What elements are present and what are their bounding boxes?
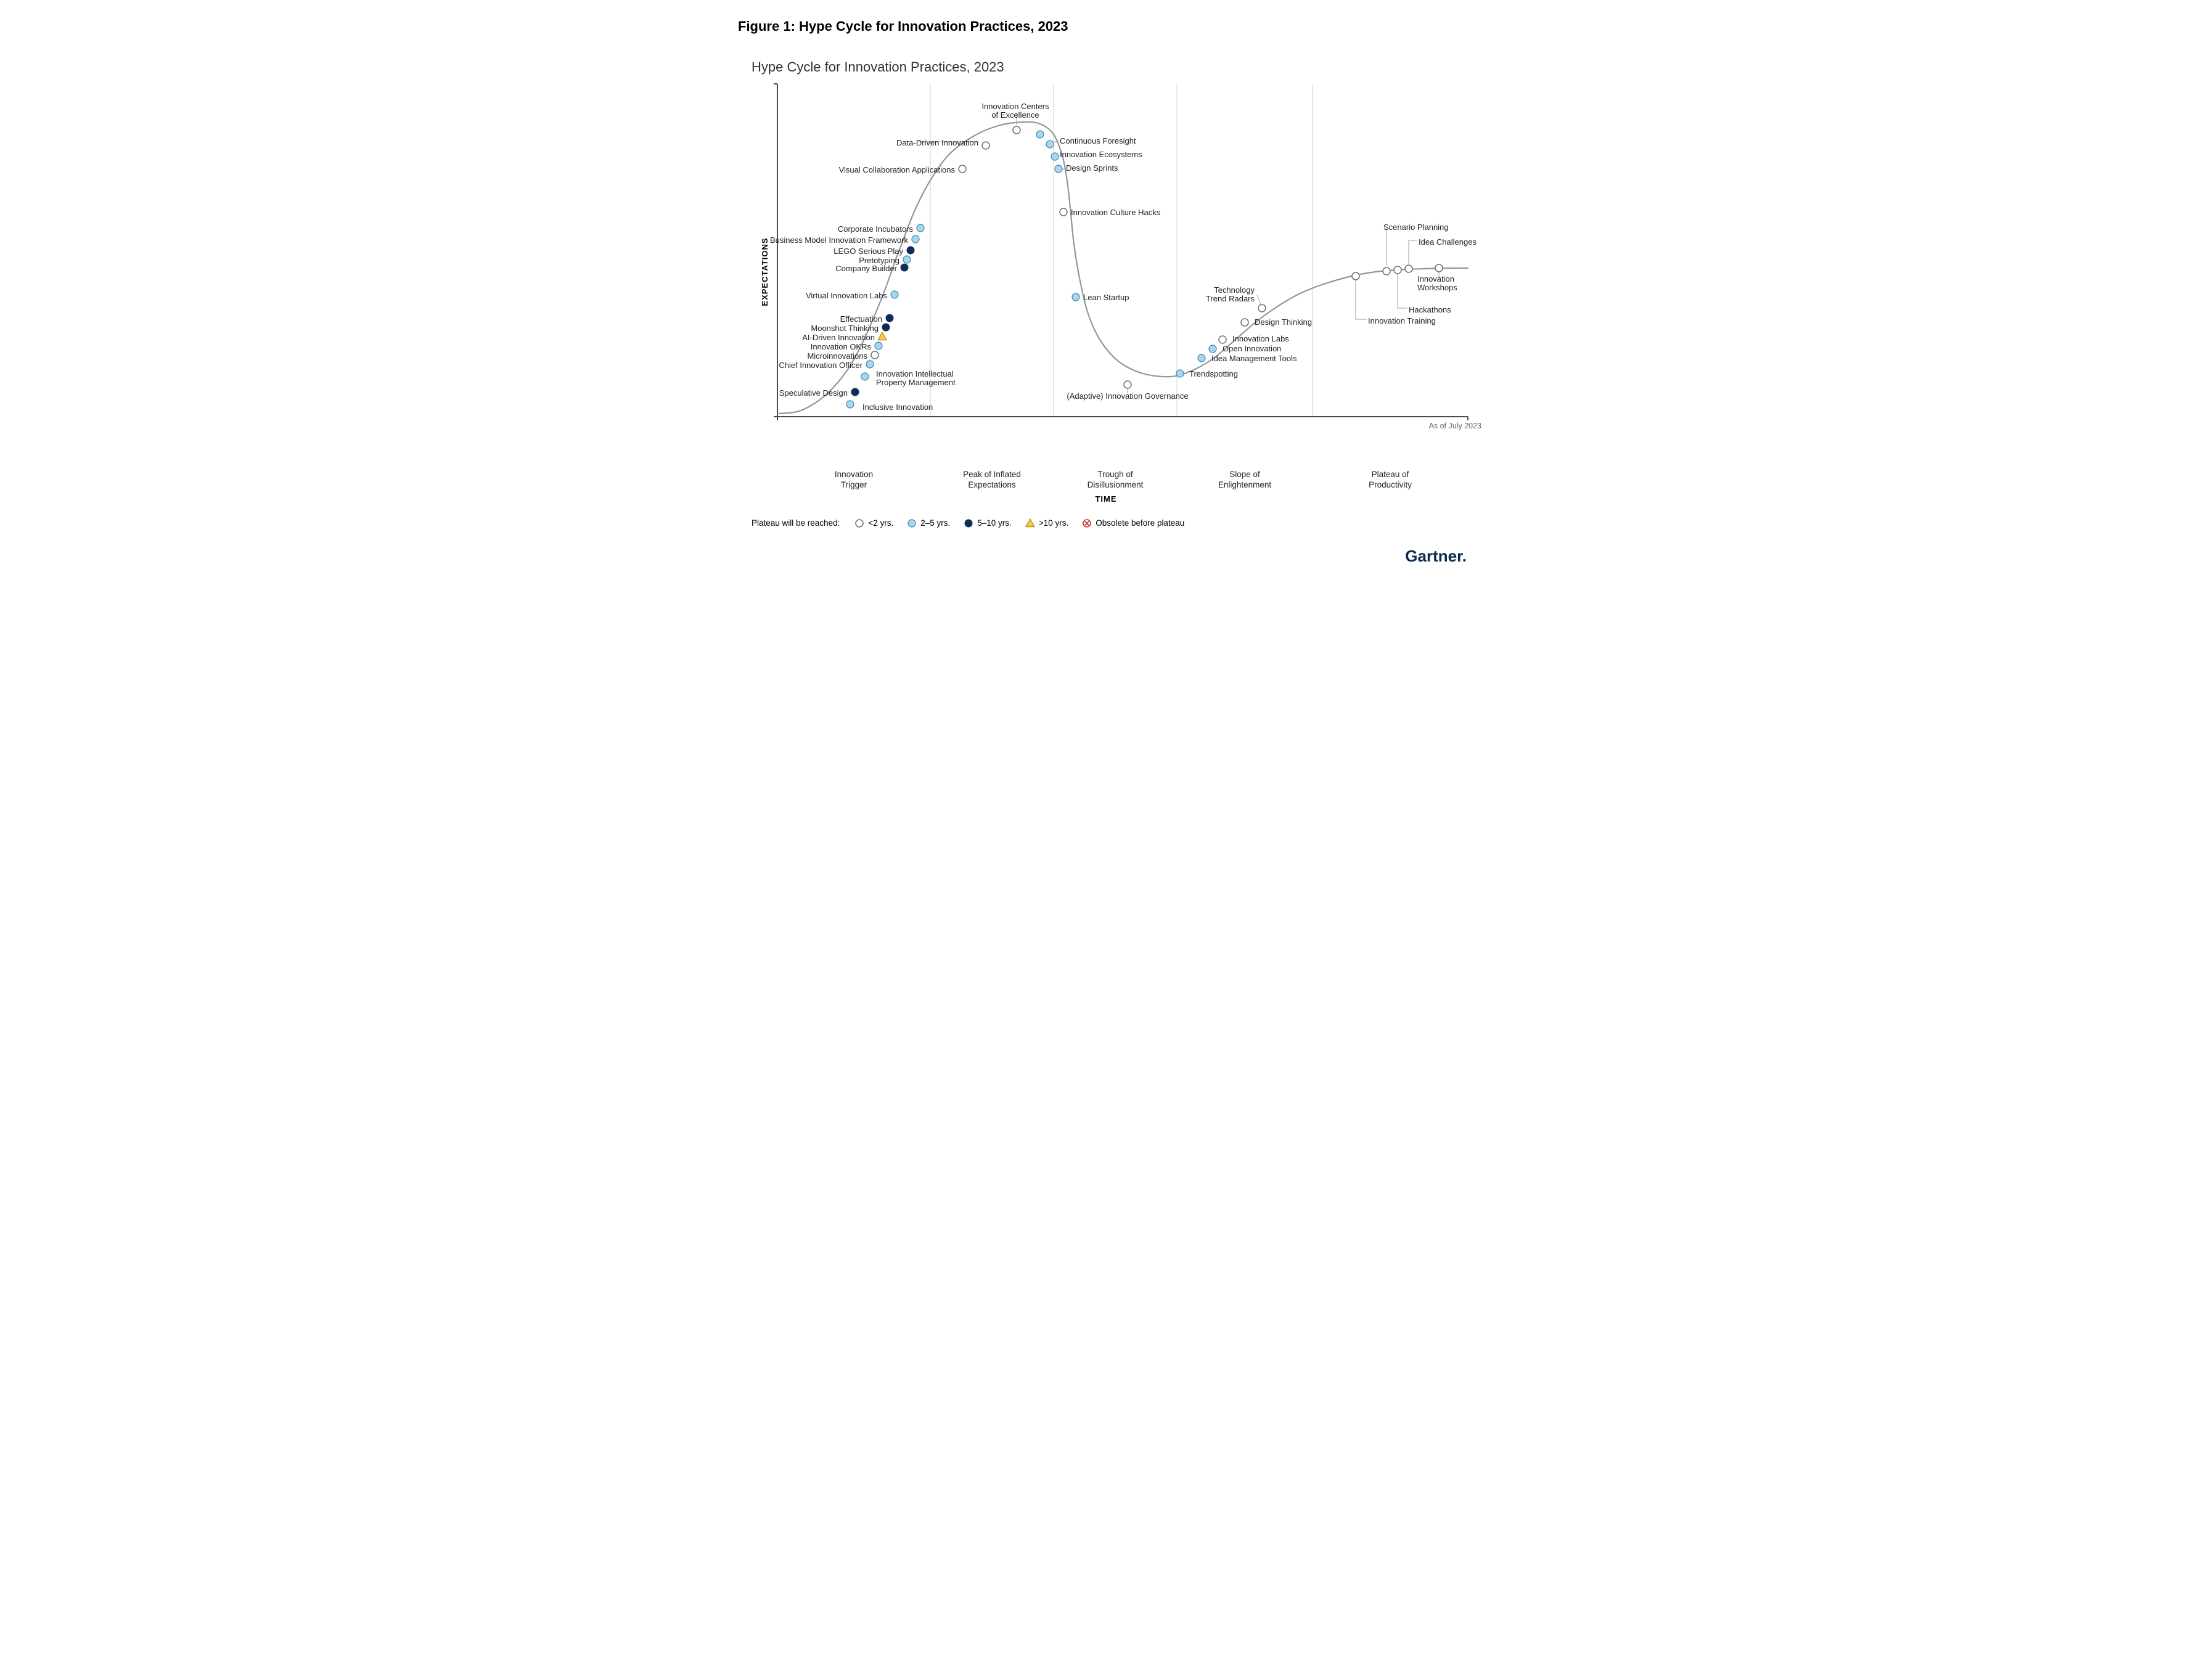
svg-text:Corporate Incubators: Corporate Incubators [838,224,914,234]
chart-point [1036,131,1044,138]
phase-label: Trough ofDisillusionment [1054,470,1177,491]
chart-point: Inclusive Innovation [846,401,933,412]
chart-point: Idea Management Tools [1198,354,1297,363]
chart-point: Innovation Ecosystems [1051,150,1142,160]
phase-labels: InnovationTriggerPeak of InflatedExpecta… [777,470,1468,491]
svg-text:Moonshot Thinking: Moonshot Thinking [811,324,879,333]
svg-text:Design Sprints: Design Sprints [1066,163,1118,173]
phase-label: Peak of InflatedExpectations [930,470,1054,491]
chart-point: Innovation Culture Hacks [1060,208,1161,217]
svg-text:Innovation OKRs: Innovation OKRs [811,342,872,351]
svg-text:Visual Collaboration Applicati: Visual Collaboration Applications [839,165,956,174]
svg-text:Innovation Centersof Excellenc: Innovation Centersof Excellence [981,102,1049,120]
chart-point: Innovation OKRs [811,342,882,351]
brand-logo: Gartner. [727,547,1467,566]
legend-item: <2 yrs. [854,518,893,528]
svg-text:Business Model Innovation Fram: Business Model Innovation Framework [770,235,908,245]
svg-text:Innovation IntellectualPropert: Innovation IntellectualProperty Manageme… [876,369,956,387]
chart-point: Innovation Centersof Excellence [981,102,1049,134]
svg-text:TechnologyTrend Radars: TechnologyTrend Radars [1206,285,1255,303]
chart-point: LEGO Serious Play [834,247,914,256]
legend-item: 5–10 yrs. [964,518,1012,528]
svg-text:Inclusive Innovation: Inclusive Innovation [862,402,933,412]
svg-text:Open Innovation: Open Innovation [1223,344,1281,353]
svg-text:Hackathons: Hackathons [1409,305,1451,314]
svg-text:Lean Startup: Lean Startup [1083,293,1129,302]
svg-text:Company Builder: Company Builder [835,264,897,273]
x-axis-label: TIME [727,494,1485,504]
phase-label: Slope ofEnlightenment [1177,470,1313,491]
chart-point: Data-Driven Innovation [896,138,989,149]
chart-point: Open Innovation [1209,344,1281,353]
chart-point: Trendspotting [1176,369,1238,378]
svg-text:Speculative Design: Speculative Design [779,388,848,398]
hype-cycle-chart: EXPECTATIONS Inclusive Innovation Specula… [733,78,1485,466]
chart-point: TechnologyTrend Radars [1206,285,1266,312]
svg-text:Chief Innovation Officer: Chief Innovation Officer [779,361,862,370]
chart-point: Innovation Labs [1219,334,1289,343]
chart-svg: Inclusive Innovation Speculative Design In… [733,78,1485,466]
phase-label: InnovationTrigger [777,470,930,491]
chart-point: Virtual Innovation Labs [806,291,898,300]
svg-text:Innovation Ecosystems: Innovation Ecosystems [1060,150,1142,159]
phase-label: Plateau ofProductivity [1313,470,1468,491]
svg-text:Idea Management Tools: Idea Management Tools [1211,354,1297,363]
svg-text:LEGO Serious Play: LEGO Serious Play [834,247,903,256]
chart-point: Lean Startup [1072,293,1129,302]
chart-point: Microinnovations [807,351,879,361]
svg-text:AI-Driven Innovation: AI-Driven Innovation [802,333,875,342]
svg-text:Innovation Training: Innovation Training [1368,316,1436,325]
chart-point: Speculative Design [779,388,859,398]
svg-text:Microinnovations: Microinnovations [807,351,867,361]
chart-point: AI-Driven Innovation [802,332,887,342]
legend-item: Obsolete before plateau [1082,518,1184,528]
svg-text:Virtual Innovation Labs: Virtual Innovation Labs [806,291,888,300]
svg-text:Innovation Labs: Innovation Labs [1232,334,1289,343]
chart-point: (Adaptive) Innovation Governance [1067,381,1188,401]
svg-text:(Adaptive) Innovation Governan: (Adaptive) Innovation Governance [1067,391,1188,401]
svg-text:Effectuation: Effectuation [840,314,882,324]
chart-point: Visual Collaboration Applications [839,165,966,174]
chart-title: Hype Cycle for Innovation Practices, 202… [752,59,1485,75]
chart-point: Innovation IntellectualProperty Manageme… [861,369,956,387]
chart-point: Chief Innovation Officer [779,361,874,370]
svg-text:Design Thinking: Design Thinking [1255,317,1312,327]
legend: Plateau will be reached: <2 yrs. 2–5 yrs.… [752,518,1485,528]
svg-text:Pretotyping: Pretotyping [859,256,899,265]
svg-text:Innovation Culture Hacks: Innovation Culture Hacks [1071,208,1161,217]
svg-text:Trendspotting: Trendspotting [1189,369,1238,378]
svg-text:Continuous Foresight: Continuous Foresight [1060,136,1136,145]
legend-item: 2–5 yrs. [907,518,950,528]
figure-title: Figure 1: Hype Cycle for Innovation Prac… [738,18,1485,35]
as-of-date: As of July 2023 [1429,422,1481,430]
svg-text:Data-Driven Innovation: Data-Driven Innovation [896,138,978,147]
chart-point: Moonshot Thinking [811,324,890,333]
legend-item: >10 yrs. [1025,518,1068,528]
chart-point: Effectuation [840,314,893,324]
y-axis-label: EXPECTATIONS [760,237,769,306]
legend-label: Plateau will be reached: [752,518,840,528]
svg-text:InnovationWorkshops: InnovationWorkshops [1417,274,1457,292]
chart-point: Corporate Incubators [838,224,924,234]
svg-text:Idea Challenges: Idea Challenges [1419,237,1477,247]
svg-text:Scenario Planning: Scenario Planning [1383,223,1449,232]
chart-point: Business Model Innovation Framework [770,235,919,245]
